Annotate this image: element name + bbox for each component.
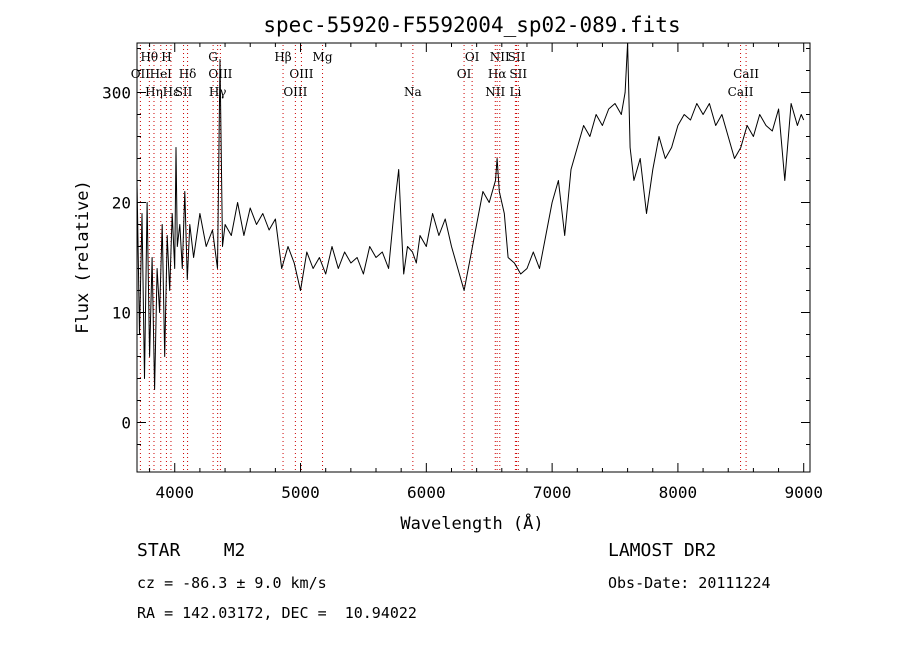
line-marker-label: SII	[509, 67, 527, 81]
y-axis-label: Flux (relative)	[73, 180, 93, 334]
spectrum-line	[136, 42, 805, 390]
line-marker-label: H	[161, 50, 171, 64]
line-marker-label: Li	[509, 85, 521, 99]
line-marker-label: CaII	[733, 67, 759, 81]
x-tick-label: 5000	[281, 483, 320, 502]
line-marker-label: Hε	[163, 85, 180, 99]
line-marker-label: SII	[508, 50, 526, 64]
line-marker-label: Hβ	[274, 50, 291, 64]
line-marker-label: Hγ	[209, 85, 227, 99]
series-group	[136, 42, 805, 390]
x-axis-label: Wavelength (Å)	[400, 512, 543, 534]
x-tick-label: 7000	[533, 483, 572, 502]
x-tick-label: 4000	[155, 483, 194, 502]
line-marker-label: Hδ	[179, 67, 197, 81]
line-marker-label: Hθ	[140, 50, 158, 64]
line-marker-label: OIII	[283, 85, 307, 99]
redshift-velocity: cz = -86.3 ± 9.0 km/s	[137, 574, 327, 592]
line-markers: HθOIIHηHHeIHεHδSIIGOIIIHγHβOIIIOIIIMgNaO…	[131, 45, 759, 472]
y-tick-label: 300	[102, 84, 131, 103]
line-marker-label: Hα	[488, 67, 507, 81]
line-marker-label: OI	[457, 67, 472, 81]
object-type: STAR M2	[137, 540, 246, 561]
x-tick-label: 9000	[784, 483, 823, 502]
line-marker-label: HeI	[150, 67, 173, 81]
plot-frame	[136, 42, 811, 473]
line-marker-label: Mg	[313, 50, 333, 64]
y-tick-label: 0	[121, 414, 131, 433]
survey-name: LAMOST DR2	[608, 540, 717, 561]
y-tick-label: 20	[112, 194, 131, 213]
y-tick-label: 10	[112, 304, 131, 323]
line-marker-label: NII	[485, 85, 505, 99]
axis-ticks: 4000 5000 6000 7000 8000 9000 0 10 20 300	[102, 43, 823, 502]
line-marker-label: CaII	[728, 85, 754, 99]
coordinates: RA = 142.03172, DEC = 10.94022	[137, 604, 417, 622]
observation-date: Obs-Date: 20111224	[608, 574, 771, 592]
line-marker-label: Na	[404, 85, 422, 99]
line-marker-label: SII	[175, 85, 193, 99]
x-tick-label: 8000	[659, 483, 698, 502]
line-marker-label: Hη	[145, 85, 163, 99]
line-marker-label: G	[208, 50, 218, 64]
x-tick-label: 6000	[407, 483, 446, 502]
line-marker-label: OIII	[289, 67, 313, 81]
chart-title: spec-55920-F5592004_sp02-089.fits	[263, 13, 680, 37]
line-marker-label: OI	[465, 50, 480, 64]
line-marker-label: OII	[131, 67, 151, 81]
